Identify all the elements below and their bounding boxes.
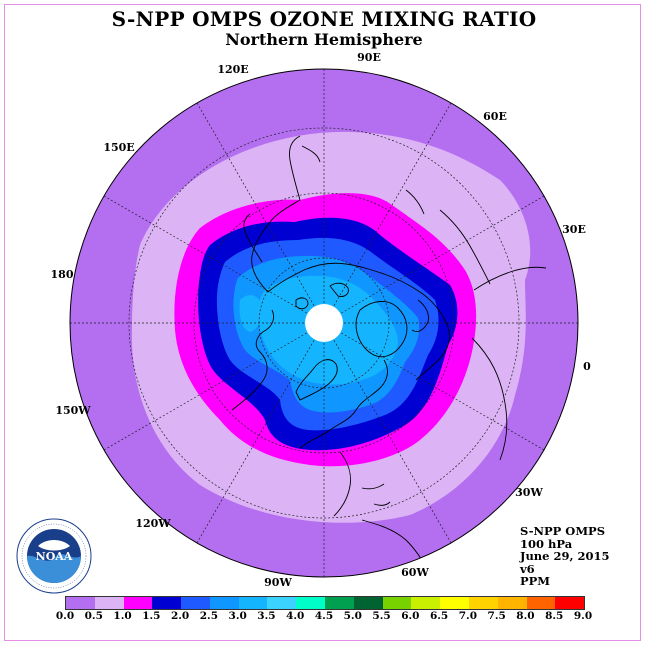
colorbar-tick-label: 3.0 xyxy=(228,610,247,622)
colorbar-segment xyxy=(267,597,297,609)
colorbar-segment xyxy=(497,597,527,609)
map-title: S-NPP OMPS OZONE MIXING RATIO xyxy=(111,7,537,31)
label-60e: 60E xyxy=(483,110,507,123)
label-180: 180 xyxy=(51,268,74,281)
map-subtitle: Northern Hemisphere xyxy=(225,30,423,49)
colorbar-tick-label: 2.0 xyxy=(170,610,190,622)
colorbar-segment xyxy=(296,597,326,609)
colorbar-segment xyxy=(152,597,182,609)
label-120w: 120W xyxy=(135,517,171,530)
colorbar-segment xyxy=(411,597,441,609)
colorbar-segment xyxy=(94,597,124,609)
pole-no-data xyxy=(305,304,343,342)
info-version: v6 xyxy=(520,561,535,576)
colorbar-segment xyxy=(209,597,239,609)
colorbar-tick-label: 3.5 xyxy=(257,610,276,622)
info-instrument: S-NPP OMPS xyxy=(520,524,606,538)
globe-outline xyxy=(69,68,579,578)
label-120e: 120E xyxy=(217,63,248,76)
info-units: PPM xyxy=(520,574,551,588)
label-0: 0 xyxy=(583,360,591,373)
info-date: June 29, 2015 xyxy=(520,549,610,563)
noaa-logo: NOAA xyxy=(16,518,92,594)
colorbar-segment xyxy=(123,597,153,609)
colorbar-segment xyxy=(382,597,412,609)
meridian-label-group: 90E 60E 30E 0 30W 60W 90W 120W 150W 180 … xyxy=(51,51,592,589)
colorbar-tick-label: 6.0 xyxy=(401,610,420,622)
colorbar-tick-label: 8.0 xyxy=(516,610,535,622)
colorbar-segment xyxy=(325,597,354,609)
label-60w: 60W xyxy=(401,566,429,579)
colorbar-tick-label: 4.5 xyxy=(314,610,334,622)
colorbar-segment xyxy=(66,597,95,609)
label-90e: 90E xyxy=(357,51,381,64)
colorbar-tick-label: 9.0 xyxy=(573,610,593,622)
colorbar-tick-label: 2.5 xyxy=(199,610,219,622)
label-90w: 90W xyxy=(264,576,292,589)
colorbar-tick-label: 1.0 xyxy=(113,610,132,622)
colorbar-tick-label: 4.0 xyxy=(286,610,305,622)
colorbar-segment xyxy=(555,597,585,609)
colorbar-segment xyxy=(468,597,498,609)
colorbar-ticks: 0.0 0.5 1.0 1.5 2.0 2.5 3.0 3.5 4.0 4.5 5.0 5.5 6.0 6… xyxy=(40,610,610,624)
colorbar-tick-label: 5.5 xyxy=(372,610,391,622)
label-30w: 30W xyxy=(515,486,543,499)
colorbar-segment xyxy=(353,597,383,609)
coastlines xyxy=(231,135,547,577)
colorbar-tick-label: 8.5 xyxy=(545,610,564,622)
colorbar-tick-label: 0.0 xyxy=(55,610,75,622)
colorbar-tick-label: 6.5 xyxy=(429,610,449,622)
colorbar-segment xyxy=(238,597,268,609)
colorbar-segment xyxy=(526,597,556,609)
label-30e: 30E xyxy=(562,223,586,236)
colorbar-segment xyxy=(181,597,210,609)
colorbar-tick-label: 5.0 xyxy=(343,610,362,622)
colorbar-tick-label: 7.0 xyxy=(458,610,478,622)
label-150e: 150E xyxy=(103,141,134,154)
colorbar-tick-label: 0.5 xyxy=(84,610,103,622)
figure-frame xyxy=(4,4,641,641)
zone-6b xyxy=(239,295,263,332)
colorbar xyxy=(65,596,585,610)
colorbar-segment xyxy=(440,597,469,609)
label-150w: 150W xyxy=(55,404,91,417)
colorbar-tick-label: 7.5 xyxy=(487,610,506,622)
info-level: 100 hPa xyxy=(520,536,573,551)
svg-text:NOAA: NOAA xyxy=(36,550,73,563)
info-block: S-NPP OMPS 100 hPa June 29, 2015 v6 PPM xyxy=(520,525,610,588)
colorbar-tick-label: 1.5 xyxy=(142,610,161,622)
